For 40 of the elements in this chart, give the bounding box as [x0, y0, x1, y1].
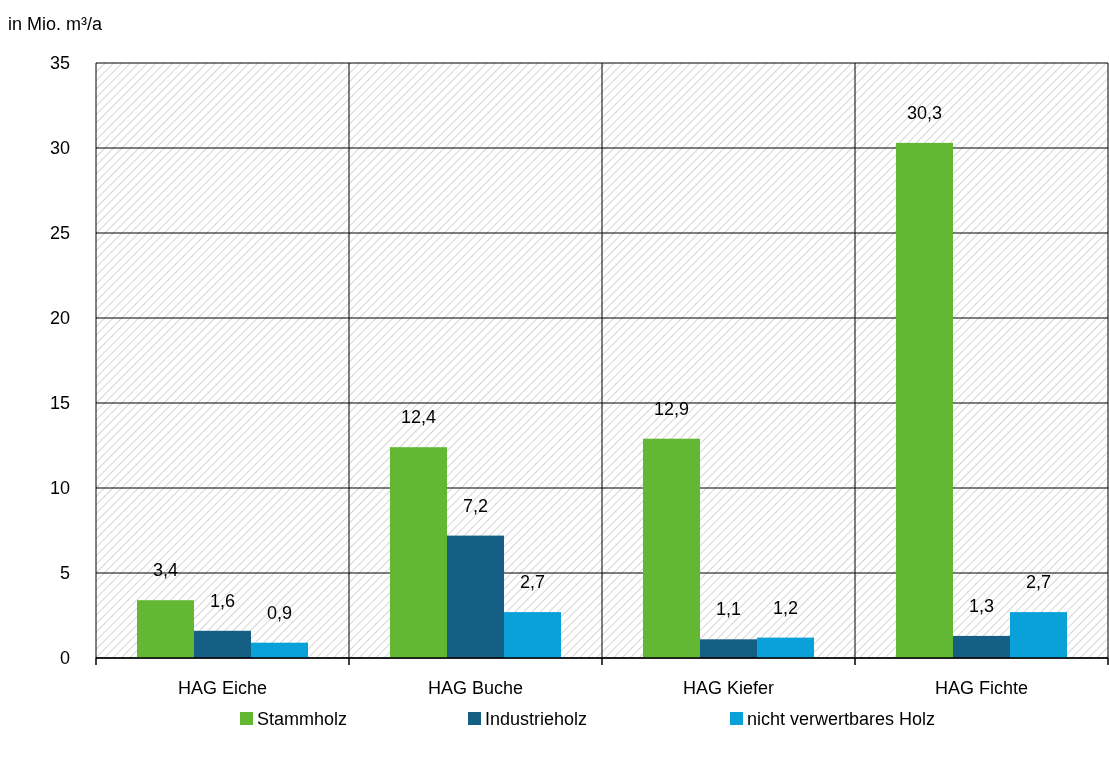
- x-tick-label: HAG Buche: [427, 678, 524, 698]
- bar: [389, 447, 447, 658]
- legend-label: Industrieholz: [485, 709, 588, 730]
- data-label: 3,4: [152, 560, 179, 581]
- bar: [136, 600, 194, 658]
- data-label: 1,1: [715, 599, 742, 620]
- data-label: 0,9: [266, 602, 293, 623]
- data-label: 2,7: [1025, 572, 1052, 593]
- bar: [447, 535, 504, 658]
- data-label: 1,3: [968, 595, 995, 616]
- y-tick-label: 0: [59, 648, 70, 669]
- y-tick-label: 10: [49, 478, 70, 499]
- data-label: 2,7: [519, 572, 546, 593]
- y-tick-label: 30: [49, 138, 70, 159]
- bar: [700, 639, 757, 658]
- x-tick-label: HAG Kiefer: [682, 678, 775, 698]
- data-label: 1,6: [209, 590, 236, 611]
- bar: [194, 630, 251, 658]
- bar: [895, 142, 953, 658]
- data-label: 7,2: [462, 495, 489, 516]
- data-label: 12,4: [400, 407, 437, 428]
- y-tick-label: 25: [49, 223, 70, 244]
- y-tick-label: 5: [59, 563, 70, 584]
- bar: [757, 637, 815, 658]
- legend-label: Stammholz: [257, 709, 348, 730]
- legend-label: nicht verwertbares Holz: [747, 709, 936, 730]
- bar: [504, 612, 562, 658]
- y-axis-title: in Mio. m³/a: [8, 14, 104, 34]
- y-tick-label: 15: [49, 393, 70, 414]
- data-label: 1,2: [772, 597, 799, 618]
- bar: [1010, 612, 1068, 658]
- x-tick-label: HAG Eiche: [177, 678, 268, 698]
- data-label: 12,9: [653, 398, 690, 419]
- y-tick-label: 35: [49, 53, 70, 74]
- bar: [953, 635, 1010, 658]
- x-tick-label: HAG Fichte: [934, 678, 1029, 698]
- bar: [642, 438, 700, 658]
- y-tick-label: 20: [49, 308, 70, 329]
- data-label: 30,3: [906, 102, 943, 123]
- bar: [251, 642, 309, 658]
